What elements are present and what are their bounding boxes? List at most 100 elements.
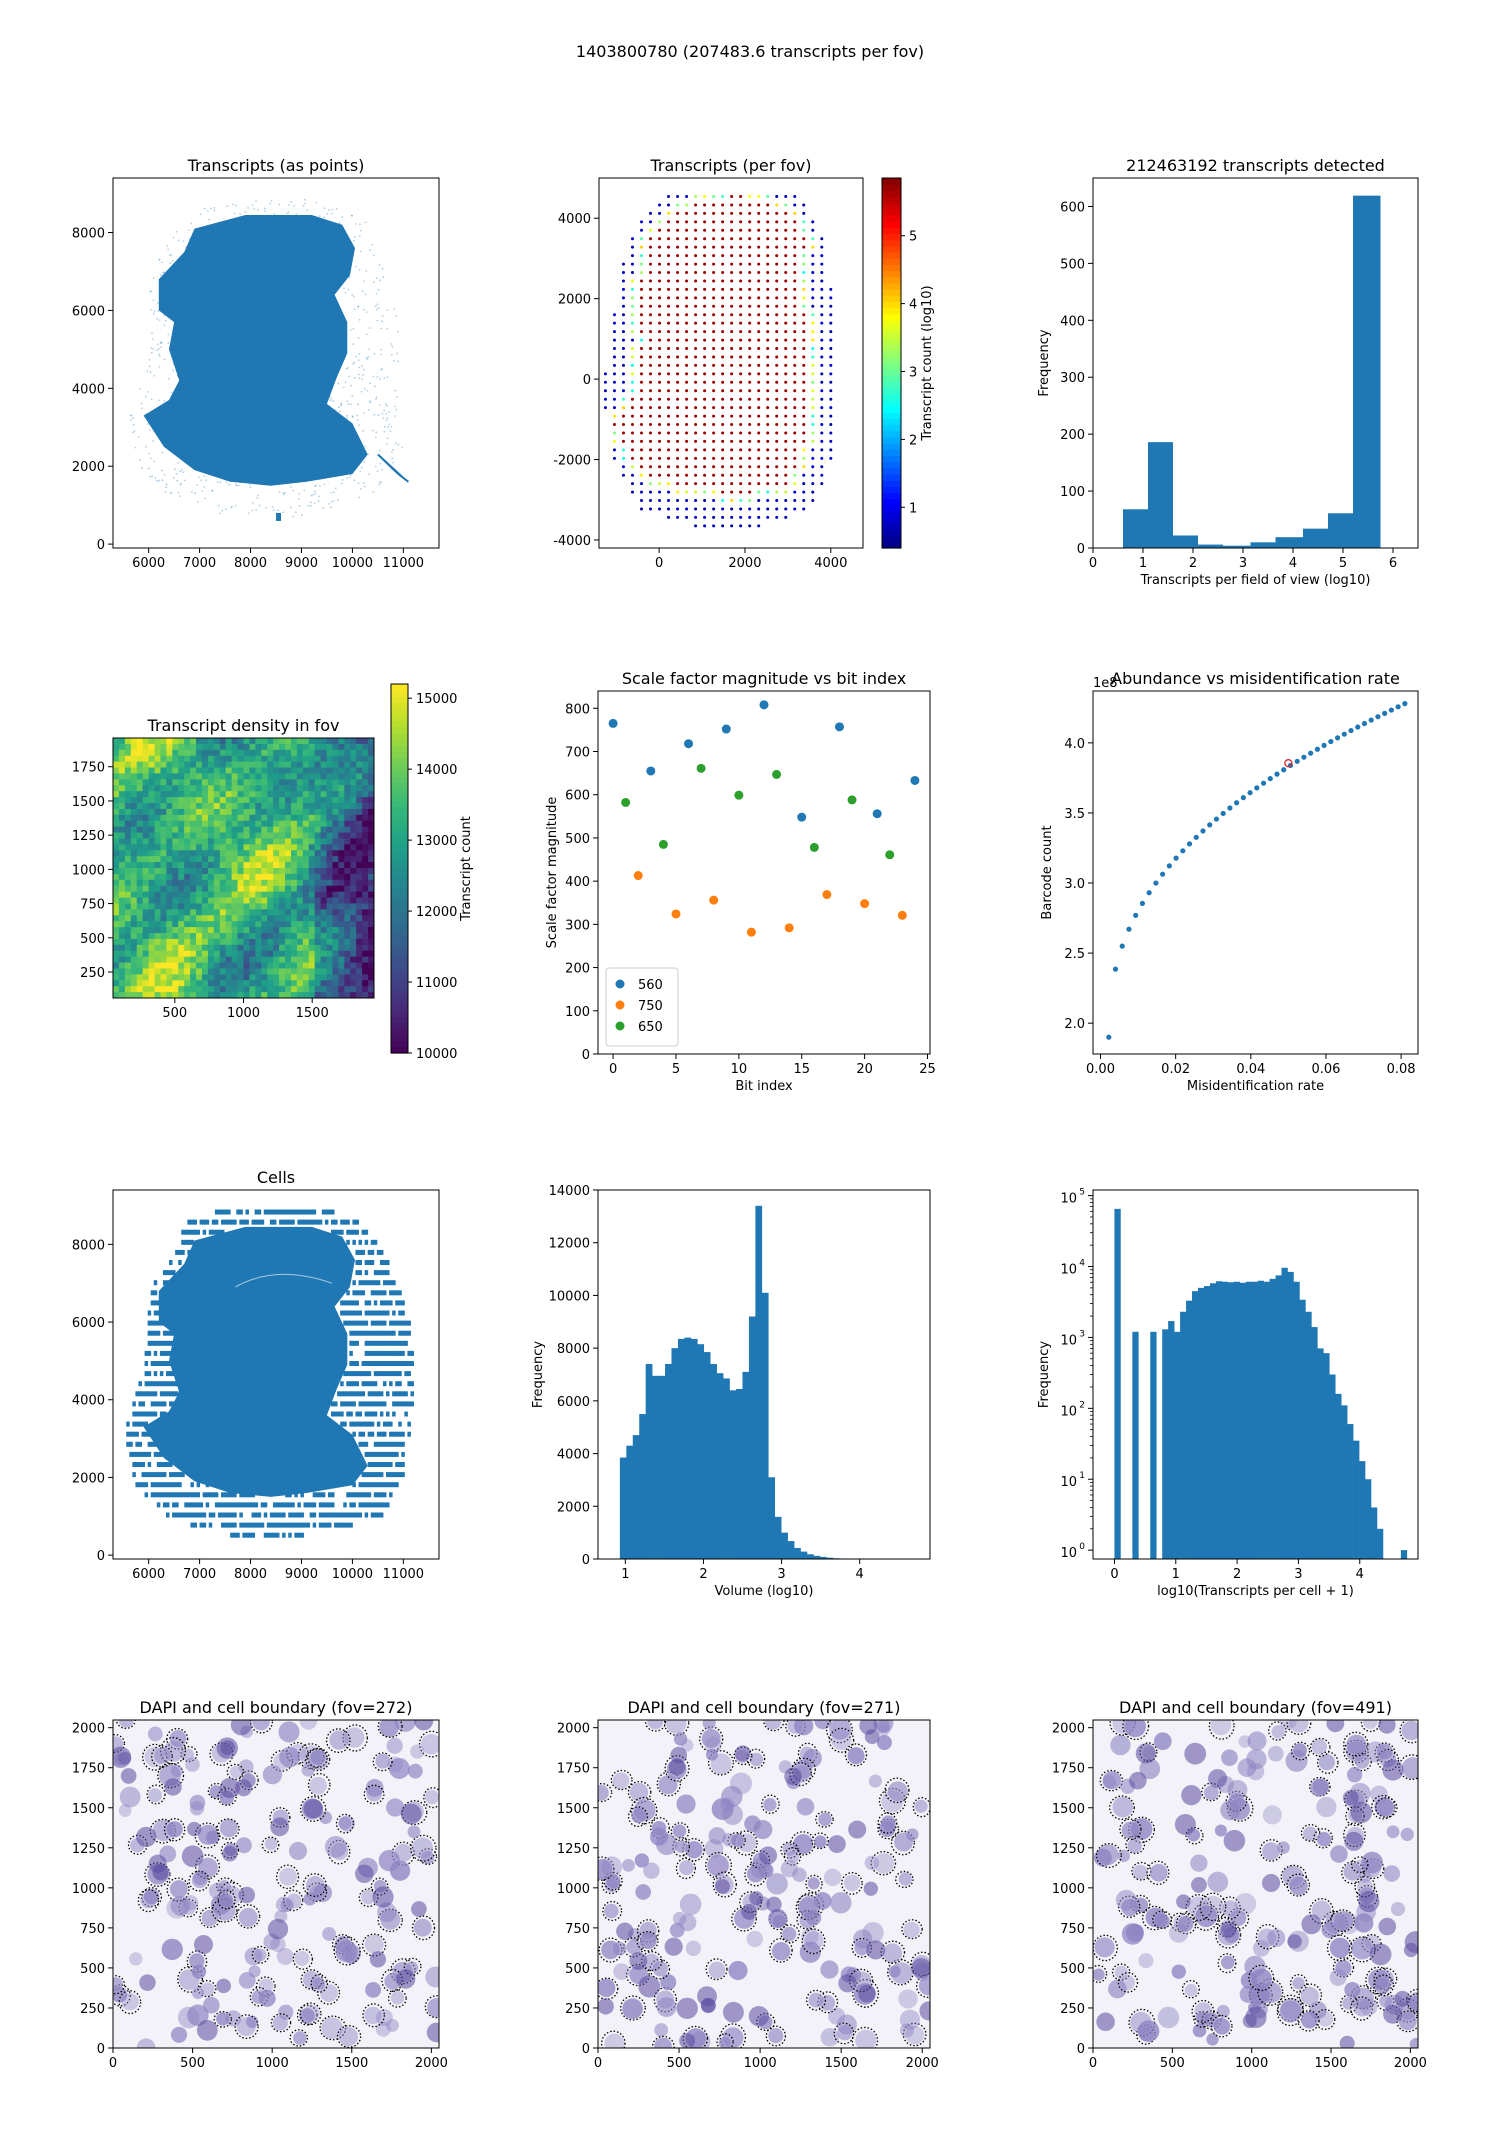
transcript-point (170, 491, 173, 494)
heatmap-cell (142, 992, 150, 998)
heatmap-cell (160, 968, 167, 975)
heatmap-cell (154, 927, 161, 934)
cell-point (214, 1492, 219, 1498)
fov-point (757, 271, 761, 275)
heatmap-cell (213, 856, 221, 863)
colorbar-segment (882, 301, 901, 309)
cell-point (153, 1472, 158, 1478)
heatmap-cell (213, 980, 221, 987)
fov-point (649, 304, 653, 308)
heatmap-cell (338, 933, 345, 940)
heatmap-cell (118, 921, 126, 928)
cell-point (132, 1451, 136, 1457)
heatmap-cell (356, 927, 363, 934)
heatmap-cell (255, 897, 262, 904)
colorbar-segment (882, 541, 901, 549)
colorbar-segment (882, 375, 901, 383)
histogram-bar (1198, 544, 1223, 548)
heatmap-cell (314, 897, 322, 904)
heatmap-cell (130, 868, 138, 875)
transcript-point (298, 493, 301, 495)
heatmap-cell (142, 885, 150, 893)
heatmap-cell (255, 832, 262, 839)
heatmap-cell (154, 832, 161, 839)
transcript-point (228, 483, 230, 486)
heatmap-cell (338, 791, 345, 798)
fov-point (793, 254, 797, 258)
fov-point (739, 406, 743, 410)
nucleus-blob (262, 1764, 283, 1785)
heatmap-cell (308, 779, 316, 786)
transcript-point (365, 333, 368, 336)
heatmap-cell (225, 992, 233, 998)
fov-point (667, 313, 671, 317)
heatmap-cell (142, 891, 150, 899)
heatmap-cell (237, 873, 244, 881)
heatmap-cell (196, 826, 203, 834)
transcript-point (255, 199, 257, 202)
heatmap-cell (225, 903, 233, 910)
heatmap-cell (196, 968, 203, 975)
nucleus-blob (410, 1744, 425, 1759)
fov-point (685, 304, 689, 308)
fov-point (748, 211, 752, 215)
cell-point (373, 1462, 378, 1468)
fov-point (667, 515, 671, 519)
fov-point (694, 245, 698, 249)
heatmap-cell (314, 826, 322, 834)
cell-point (132, 1421, 136, 1427)
heatmap-cell (285, 749, 292, 757)
fov-point (802, 228, 806, 232)
heatmap-cell (326, 797, 333, 804)
fov-point (676, 482, 680, 486)
fov-point (703, 287, 707, 291)
heatmap-cell (314, 980, 322, 987)
cell-point (389, 1340, 393, 1346)
fov-point (802, 262, 806, 266)
transcript-point (355, 355, 357, 358)
transcript-point (357, 305, 359, 308)
heatmap-cell (344, 773, 351, 780)
transcript-point (372, 491, 375, 493)
heatmap-cell (142, 743, 150, 751)
heatmap-cell (113, 832, 120, 839)
fov-point (802, 304, 806, 308)
cell-boundary (327, 1839, 351, 1865)
heatmap-cell (261, 903, 268, 910)
colorbar-segment (882, 344, 901, 352)
cell-point (386, 1462, 390, 1468)
transcript-point (357, 359, 360, 362)
fov-point (630, 414, 634, 418)
heatmap-cell (338, 738, 345, 745)
heatmap-cell (178, 814, 185, 822)
heatmap-cell (196, 897, 203, 904)
heatmap-cell (231, 850, 239, 857)
fov-point (811, 439, 815, 443)
cell-point (175, 1391, 179, 1397)
fov-point (685, 397, 689, 401)
heatmap-cell (178, 826, 185, 834)
heatmap-cell (344, 968, 351, 975)
cell-point (172, 1391, 176, 1397)
heatmap-cell (124, 921, 132, 928)
heatmap-cell (136, 820, 144, 828)
nucleus-blob (252, 1720, 270, 1731)
heatmap-cell (213, 879, 221, 887)
y-tick-label: 100 (565, 1005, 590, 1020)
heatmap-cell (261, 862, 268, 869)
heatmap-cell (160, 791, 167, 798)
heatmap-cell (350, 950, 357, 958)
fov-point (639, 389, 643, 393)
heatmap-cell (207, 956, 215, 964)
heatmap-cell (118, 968, 126, 975)
cell-point (162, 1401, 167, 1407)
heatmap-cell (249, 850, 256, 857)
cell-point (282, 1219, 286, 1225)
fov-point (811, 262, 815, 266)
y-tick-label: 4000 (558, 212, 591, 227)
heatmap-cell (249, 844, 256, 851)
y-axis-label: Frequency (1037, 1341, 1052, 1408)
plot-area (1114, 1208, 1408, 1559)
fov-point (694, 203, 698, 207)
transcript-point (330, 212, 333, 215)
